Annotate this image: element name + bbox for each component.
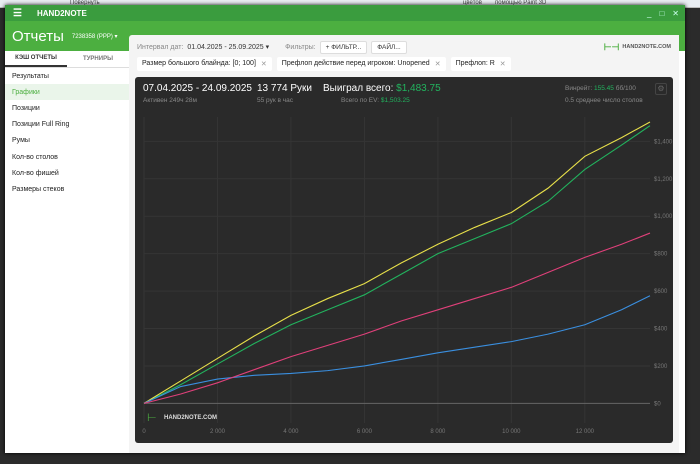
watermark: HAND2NOTE.COM: [164, 415, 217, 421]
file-button[interactable]: ФАЙЛ...: [371, 40, 407, 54]
x-tick-label: 0: [142, 429, 146, 435]
avg-tables: 0.5 среднее число столов: [565, 97, 643, 104]
window-title: HAND2NOTE: [37, 8, 87, 18]
app-window: ☰ HAND2NOTE _ □ ✕ Отчеты 7238358 (PPP) ▾…: [5, 5, 685, 453]
x-tick-label: 4 000: [283, 429, 299, 435]
y-tick-label: $600: [654, 289, 668, 295]
y-tick-label: $200: [654, 364, 668, 370]
page-title: Отчеты: [12, 27, 64, 45]
x-tick-label: 2 000: [210, 429, 226, 435]
series-line: [143, 121, 651, 404]
y-tick-label: $1,000: [654, 214, 673, 220]
winrate-unit: бб/100: [615, 85, 636, 92]
close-button[interactable]: ✕: [672, 8, 679, 18]
series-line: [143, 232, 651, 404]
close-icon[interactable]: ✕: [434, 61, 441, 68]
minimize-button[interactable]: _: [647, 8, 652, 18]
sidebar-item[interactable]: Позиции: [12, 104, 40, 112]
y-tick-label: $0: [654, 401, 661, 407]
active-time: Активен 249ч 28м: [143, 97, 197, 104]
winnings-chart: 0 2 000 4 000 6 000 8 000 10 000 12 000 $0 $200 $…: [142, 117, 673, 435]
series-line: [143, 125, 651, 404]
hands-count: 13 774 Руки: [257, 83, 312, 94]
filter-chip[interactable]: Префлоп: R ✕: [450, 57, 511, 71]
close-icon[interactable]: ✕: [260, 61, 267, 68]
y-tick-label: $1,200: [654, 177, 673, 183]
sidebar: Отчеты 7238358 (PPP) ▾ КЭШ ОТЧЕТЫ ТУРНИР…: [5, 21, 129, 453]
main-content: Интервал дат: 01.04.2025 - 25.09.2025 ▾ …: [129, 35, 679, 453]
close-icon[interactable]: ✕: [499, 61, 506, 68]
winrate-value: 155.45: [594, 85, 614, 92]
filter-chip[interactable]: Размер большого блайнда: [0; 100] ✕: [137, 57, 272, 71]
maximize-button[interactable]: □: [659, 8, 665, 18]
sidebar-item[interactable]: Румы: [12, 137, 30, 145]
chart-panel: 07.04.2025 - 24.09.2025 Активен 249ч 28м…: [135, 77, 673, 443]
sidebar-item[interactable]: Кол-во столов: [12, 153, 58, 161]
x-tick-label: 10 000: [502, 429, 521, 435]
account-dropdown[interactable]: 7238358 (PPP) ▾: [71, 33, 118, 40]
filter-chip[interactable]: Префлоп действие перед игроком: Unopened…: [276, 57, 446, 71]
hands-per-hour: 55 рук в час: [257, 97, 293, 104]
date-range: 07.04.2025 - 24.09.2025: [143, 83, 252, 94]
won-value: $1,483.75: [396, 83, 441, 94]
y-tick-label: $1,400: [654, 139, 673, 145]
bg-text: помощью Paint 3D: [495, 0, 547, 6]
winrate-label: Винрейт:: [565, 85, 593, 92]
hamburger-menu-icon[interactable]: ☰: [13, 7, 22, 19]
sidebar-item[interactable]: Графики: [5, 84, 129, 101]
sidebar-item[interactable]: Размеры стеков: [12, 185, 65, 193]
x-tick-label: 6 000: [357, 429, 373, 435]
filters-label: Фильтры:: [285, 43, 316, 51]
bg-text: Повернуть: [70, 0, 100, 6]
title-bar: ☰ HAND2NOTE _ □ ✕: [5, 5, 685, 21]
ev-value: $1,503.25: [380, 97, 410, 104]
x-tick-label: 8 000: [430, 429, 446, 435]
sidebar-item[interactable]: Результаты: [12, 72, 49, 80]
tab-tournaments[interactable]: ТУРНИРЫ: [83, 56, 113, 62]
hand2note-logo-icon: ⊢: [147, 412, 157, 424]
gear-icon[interactable]: ⚙: [655, 83, 667, 95]
date-interval-dropdown[interactable]: 01.04.2025 - 25.09.2025 ▾: [187, 44, 270, 51]
y-tick-label: $800: [654, 252, 668, 258]
bg-text: цветов: [463, 0, 482, 6]
tab-cash-reports[interactable]: КЭШ ОТЧЕТЫ: [5, 51, 67, 67]
interval-label: Интервал дат:: [137, 43, 184, 51]
x-tick-label: 12 000: [576, 429, 595, 435]
ev-label: Всего по EV:: [341, 97, 380, 104]
y-tick-label: $400: [654, 327, 668, 333]
add-filter-button[interactable]: + ФИЛЬТР...: [319, 40, 368, 54]
series-line: [143, 295, 651, 404]
sidebar-item[interactable]: Кол-во фишей: [12, 169, 59, 177]
sidebar-item[interactable]: Позиции Full Ring: [12, 121, 70, 129]
won-label: Выиграл всего:: [323, 83, 394, 94]
hand2note-logo: ⊢⊣ HAND2NOTE.COM: [603, 41, 671, 52]
